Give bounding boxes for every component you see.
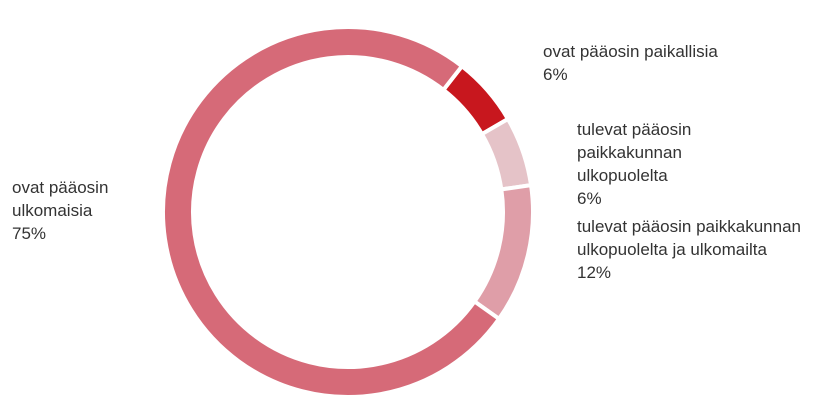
donut-slice	[161, 25, 502, 399]
value-label: 75%	[12, 224, 47, 243]
value-label: 6%	[543, 65, 568, 84]
donut-slice	[471, 182, 535, 322]
value-label: 12%	[577, 263, 612, 282]
value-label: 6%	[577, 189, 602, 208]
slice-label: tulevat pääosin paikkakunnan ulkopuolelt…	[577, 215, 836, 284]
category-label: ovat pääosin ulkomaisia	[12, 178, 109, 220]
category-label: ovat pääosin paikallisia	[543, 42, 718, 61]
donut-slice	[479, 116, 534, 192]
slice-label: ovat pääosin ulkomaisia 75%	[12, 176, 147, 245]
slice-label: tulevat pääosin paikkakunnan ulkopuolelt…	[577, 118, 752, 210]
category-label: tulevat pääosin paikkakunnan ulkopuolelt…	[577, 120, 692, 185]
category-label: tulevat pääosin paikkakunnan ulkopuolelt…	[577, 217, 801, 259]
slice-label: ovat pääosin paikallisia 6%	[543, 40, 763, 86]
